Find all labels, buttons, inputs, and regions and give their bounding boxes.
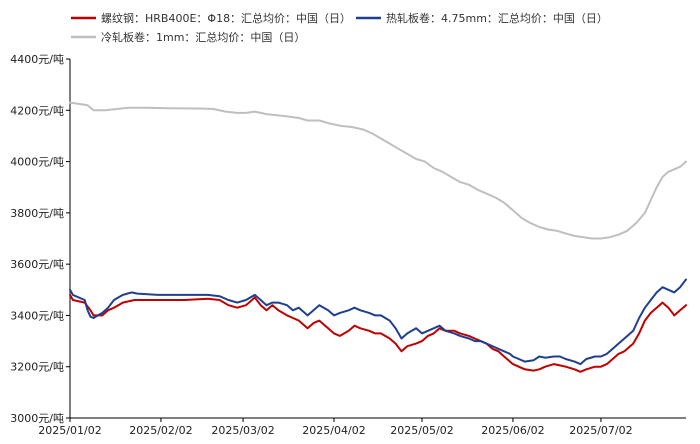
x-tick-label: 2025/07/02 xyxy=(569,424,632,437)
x-tick-label: 2025/05/02 xyxy=(390,424,453,437)
y-tick-label: 4000元/吨 xyxy=(10,156,64,169)
x-tick-label: 2025/01/02 xyxy=(38,424,101,437)
x-tick-label: 2025/06/02 xyxy=(481,424,544,437)
series-group xyxy=(69,101,687,373)
series-line-hot-rolled xyxy=(69,278,687,366)
legend-label-hot-rolled: 热轧板卷：4.75mm：汇总均价：中国（日） xyxy=(386,11,608,25)
legend: 螺纹钢：HRB400E：Φ18：汇总均价：中国（日） 热轧板卷：4.75mm：汇… xyxy=(71,11,608,44)
x-tick-label: 2025/04/02 xyxy=(302,424,365,437)
x-tick-label: 2025/03/02 xyxy=(211,424,274,437)
legend-label-rebar: 螺纹钢：HRB400E：Φ18：汇总均价：中国（日） xyxy=(101,11,351,25)
y-tick-label: 3800元/吨 xyxy=(10,207,64,220)
y-tick-label: 4200元/吨 xyxy=(10,104,64,117)
y-tick-label: 4400元/吨 xyxy=(10,53,64,66)
y-tick-label: 3000元/吨 xyxy=(10,412,64,425)
legend-label-cold-rolled: 冷轧板卷：1mm：汇总均价：中国（日） xyxy=(101,30,305,44)
y-tick-label: 3600元/吨 xyxy=(10,258,64,271)
y-tick-label: 3200元/吨 xyxy=(10,361,64,374)
x-tick-label: 2025/02/02 xyxy=(129,424,192,437)
series-line-rebar xyxy=(69,293,687,373)
series-line-cold-rolled xyxy=(69,101,687,240)
y-tick-label: 3400元/吨 xyxy=(10,309,64,322)
axes: 3000元/吨 3200元/吨 3400元/吨 3600元/吨 3800元/吨 4000元… xyxy=(10,53,686,437)
